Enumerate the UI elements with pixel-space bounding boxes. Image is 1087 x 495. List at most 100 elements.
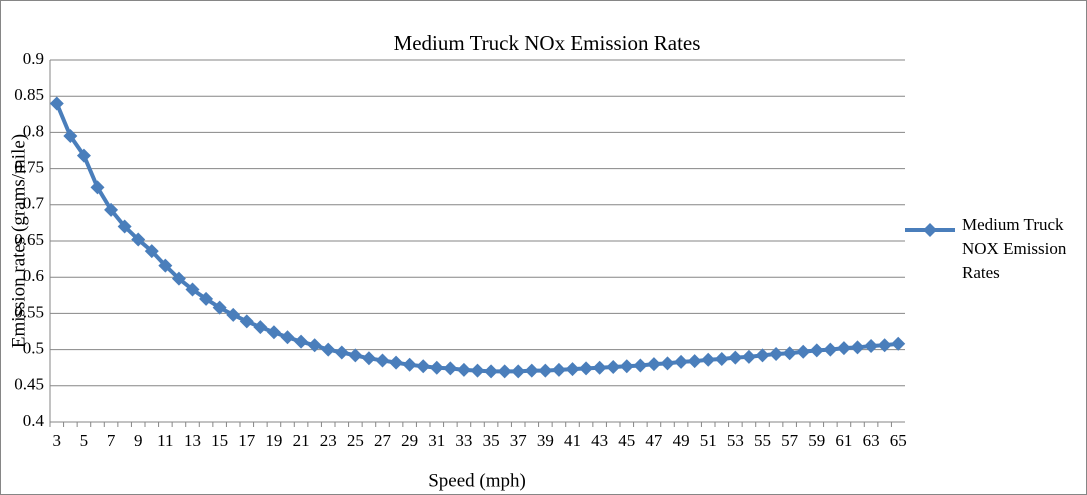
data-point [49,96,64,111]
data-point [864,338,879,353]
chart-title: Medium Truck NOx Emission Rates [394,31,701,55]
x-tick-label: 57 [781,431,799,450]
x-tick-label: 5 [80,431,89,450]
x-tick-label: 53 [727,431,744,450]
x-tick-label: 27 [374,431,392,450]
x-tick-label: 25 [347,431,364,450]
data-point [117,219,132,234]
x-tick-label: 39 [537,431,554,450]
data-point [891,336,906,351]
x-tick-label: 55 [754,431,771,450]
data-point [823,342,838,357]
data-point [158,258,173,273]
x-tick-label: 65 [890,431,907,450]
data-point [565,362,580,377]
data-point [755,348,770,363]
y-tick-label: 0.75 [14,158,44,177]
data-point [606,359,621,374]
data-point [307,338,322,353]
legend-marker [923,223,937,237]
data-point [484,364,499,379]
data-point [497,364,512,379]
data-point [389,355,404,370]
x-tick-label: 45 [618,431,635,450]
x-tick-label: 63 [863,431,880,450]
x-axis-label: Speed (mph) [428,470,526,491]
data-point [741,349,756,364]
data-point [226,307,241,322]
x-tick-label: 3 [53,431,62,450]
data-point [538,363,553,378]
data-point [416,359,431,374]
data-point [361,351,376,366]
y-tick-label: 0.8 [23,121,44,140]
data-point [456,362,471,377]
data-point [701,352,716,367]
data-point [579,361,594,376]
x-tick-label: 59 [808,431,825,450]
data-point [809,343,824,358]
data-point [334,345,349,360]
x-tick-label: 29 [401,431,418,450]
y-tick-label: 0.4 [23,411,45,430]
x-tick-label: 19 [265,431,282,450]
data-point [674,354,689,369]
x-tick-label: 47 [645,431,663,450]
data-point [524,363,539,378]
data-point [687,354,702,369]
y-tick-label: 0.5 [23,339,44,358]
data-point [511,364,526,379]
y-tick-label: 0.9 [23,49,44,68]
y-tick-label: 0.85 [14,85,44,104]
y-tick-label: 0.55 [14,302,44,321]
data-point [782,346,797,361]
data-point [266,325,281,340]
x-tick-label: 51 [700,431,717,450]
x-tick-label: 35 [483,431,500,450]
y-axis-label: Emission rates (grams/mile) [8,134,29,348]
data-point [769,346,784,361]
data-point [199,291,214,306]
x-tick-label: 13 [184,431,201,450]
data-point [402,357,417,372]
data-point [239,314,254,329]
x-tick-label: 43 [591,431,608,450]
x-tick-label: 7 [107,431,116,450]
data-point [76,148,91,163]
data-point [619,359,634,374]
x-tick-label: 17 [238,431,256,450]
data-point [850,340,865,355]
data-point [443,361,458,376]
data-point [660,356,675,371]
x-tick-label: 41 [564,431,581,450]
data-point [592,360,607,375]
data-point [185,282,200,297]
data-point [796,344,811,359]
data-point [429,360,444,375]
data-point [348,348,363,363]
data-point [280,330,295,345]
data-point [646,357,661,372]
data-point [877,338,892,353]
x-tick-label: 11 [157,431,173,450]
data-point [90,180,105,195]
data-point [551,362,566,377]
data-point [714,352,729,367]
legend-label: Medium Truck NOX Emission Rates [962,215,1067,282]
data-point [375,353,390,368]
data-point [212,300,227,315]
data-point [633,358,648,373]
data-point [294,334,309,349]
x-tick-label: 23 [320,431,337,450]
x-tick-label: 33 [455,431,472,450]
data-point [470,363,485,378]
x-tick-label: 15 [211,431,228,450]
x-tick-label: 49 [673,431,690,450]
y-tick-label: 0.65 [14,230,44,249]
data-point [321,342,336,357]
x-tick-label: 31 [428,431,445,450]
data-point [144,244,159,259]
y-tick-label: 0.45 [14,375,44,394]
